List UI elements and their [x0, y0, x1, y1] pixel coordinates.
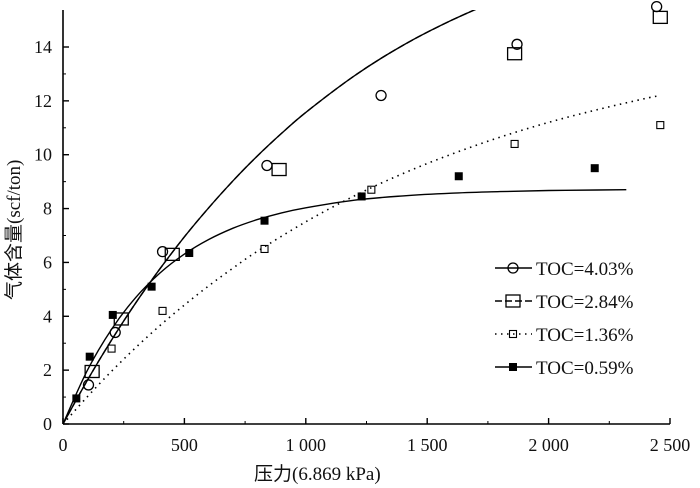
y-tick-label: 0	[43, 414, 52, 434]
data-point-series-3	[108, 310, 117, 319]
fit-curve-series-2	[63, 95, 659, 424]
data-point-series-0	[375, 89, 387, 102]
data-point-series-3	[454, 172, 463, 181]
x-tick-label: 2 500	[650, 435, 691, 455]
fit-curve-series-3	[63, 189, 627, 424]
legend-marker	[507, 262, 519, 274]
data-point-series-3	[185, 249, 194, 258]
data-point-series-2	[656, 121, 665, 130]
data-point-series-3	[590, 164, 599, 173]
data-point-series-1	[652, 10, 668, 25]
y-tick-label: 12	[34, 91, 52, 111]
data-point-series-0	[261, 159, 273, 172]
data-point-series-1	[164, 247, 180, 262]
y-tick-label: 8	[43, 199, 52, 219]
fit-lines	[63, 10, 659, 424]
x-tick-label: 2 000	[528, 435, 569, 455]
data-point-series-3	[260, 216, 269, 225]
legend-marker	[509, 363, 517, 371]
data-point-series-1	[506, 47, 523, 61]
x-ticks: 0 500 1 000 1 500 2 000 2 500	[59, 418, 691, 455]
legend-label: TOC=4.03%	[536, 259, 634, 280]
x-tick-label: 1 500	[407, 435, 448, 455]
data-point-series-0	[511, 38, 523, 50]
data-point-series-2	[260, 244, 269, 254]
y-tick-label: 6	[43, 252, 52, 272]
fit-curve-series-1	[63, 10, 476, 424]
y-axis-title: 气体含量(scf/ton)	[3, 160, 25, 300]
data-point-series-3	[85, 352, 94, 361]
data-point-series-1	[84, 364, 100, 379]
y-tick-label: 14	[34, 37, 52, 57]
y-tick-label: 10	[34, 145, 52, 165]
legend-marker	[508, 329, 518, 339]
x-axis-title: 压力(6.869 kPa)	[254, 463, 381, 485]
data-point-series-2	[510, 139, 519, 148]
x-tick-label: 1 000	[286, 435, 327, 455]
data-point-series-2	[158, 306, 167, 315]
data-point-series-1	[113, 312, 129, 326]
data-point-series-0	[82, 379, 95, 391]
x-tick-label: 0	[59, 435, 68, 455]
data-point-series-0	[156, 246, 169, 258]
data-point-series-1	[271, 162, 287, 177]
legend-label: TOC=0.59%	[536, 358, 634, 379]
data-markers	[72, 0, 668, 403]
data-point-series-2	[367, 185, 376, 194]
legend: TOC=4.03% TOC=2.84% TOC=1.36% TOC=0.59%	[495, 259, 634, 379]
y-ticks: 0 2 4 6 8 10 12 14	[34, 37, 69, 434]
legend-label: TOC=1.36%	[536, 325, 634, 346]
data-point-series-0	[109, 326, 121, 339]
y-tick-label: 4	[43, 306, 52, 326]
data-point-series-3	[72, 394, 81, 403]
legend-marker	[505, 294, 521, 308]
data-point-series-3	[147, 282, 156, 291]
y-tick-label: 2	[43, 360, 52, 380]
x-tick-label: 500	[171, 435, 198, 455]
data-point-series-3	[357, 192, 366, 201]
data-point-series-0	[650, 0, 663, 13]
legend-label: TOC=2.84%	[536, 292, 634, 313]
data-point-series-2	[107, 344, 116, 353]
